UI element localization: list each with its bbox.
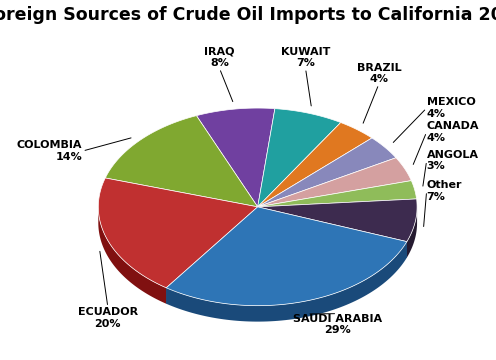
Polygon shape	[105, 116, 258, 207]
Text: MEXICO
4%: MEXICO 4%	[427, 97, 475, 119]
Polygon shape	[258, 158, 411, 207]
Text: KUWAIT
7%: KUWAIT 7%	[281, 46, 330, 68]
Text: CANADA
4%: CANADA 4%	[427, 121, 479, 143]
Title: Foreign Sources of Crude Oil Imports to California 2017: Foreign Sources of Crude Oil Imports to …	[0, 6, 496, 24]
Text: ANGOLA
3%: ANGOLA 3%	[427, 150, 479, 171]
Polygon shape	[258, 122, 372, 207]
Polygon shape	[98, 178, 258, 288]
Text: IRAQ
8%: IRAQ 8%	[204, 46, 235, 68]
Polygon shape	[258, 199, 417, 242]
Polygon shape	[166, 207, 258, 304]
Text: BRAZIL
4%: BRAZIL 4%	[357, 63, 401, 84]
Polygon shape	[407, 207, 417, 257]
Polygon shape	[166, 207, 407, 306]
Text: SAUDI ARABIA
29%: SAUDI ARABIA 29%	[293, 314, 382, 335]
Polygon shape	[98, 207, 166, 304]
Polygon shape	[258, 199, 417, 223]
Polygon shape	[166, 207, 258, 304]
Text: COLOMBIA
14%: COLOMBIA 14%	[17, 140, 82, 162]
Polygon shape	[196, 108, 275, 207]
Text: ECUADOR
20%: ECUADOR 20%	[78, 307, 138, 329]
Polygon shape	[258, 138, 396, 207]
Polygon shape	[258, 109, 341, 207]
Polygon shape	[258, 181, 417, 207]
Text: Other
7%: Other 7%	[427, 180, 462, 202]
Polygon shape	[258, 199, 417, 223]
Polygon shape	[166, 242, 407, 321]
Polygon shape	[258, 207, 407, 257]
Polygon shape	[258, 207, 407, 257]
